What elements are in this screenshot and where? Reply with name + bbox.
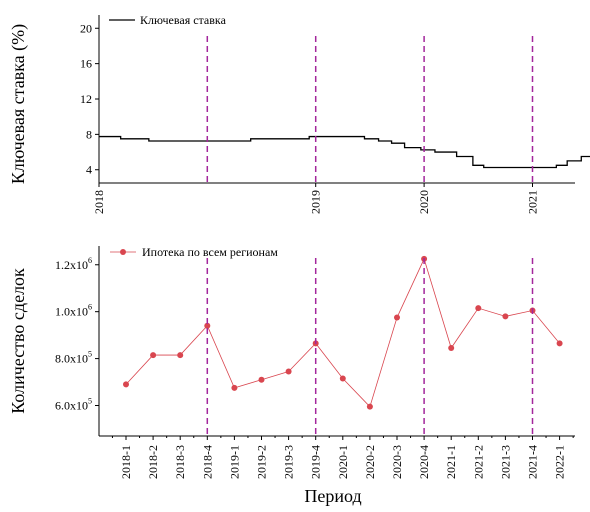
mortgage-points [123,255,563,410]
mortgage-point [556,340,563,347]
mortgage-axes [98,246,575,437]
mortgage-x-tick-label: 2019-4 [309,445,323,479]
mortgage-point [502,313,509,320]
mortgage-x-tick-label: 2020-1 [336,445,350,479]
mortgage-y-ticks: 6.0x105 8.0x105 1.0x106 1.2x106 [55,256,99,413]
mortgage-x-tick-label: 2019-2 [255,445,269,479]
mortgage-point [366,403,373,410]
mortgage-x-tick-label: 2018-1 [119,445,133,479]
mortgage-x-tick-label: 2021-2 [471,445,485,479]
mortgage-x-tick-label: 2019-1 [227,445,241,479]
rate-legend-label: Ключевая ставка [140,13,227,27]
mortgage-point [285,368,292,375]
mortgage-y-tick-label: 6.0x105 [55,397,92,413]
mortgage-x-tick-label: 2018-2 [146,445,160,479]
mortgage-y-label: Количество сделок [8,268,28,414]
rate-y-ticks: 4 8 12 16 20 [80,21,99,177]
rate-y-tick-label: 8 [86,127,92,141]
mortgage-point [475,305,482,312]
mortgage-point [339,375,346,382]
mortgage-point [258,376,265,383]
mortgage-point [150,352,157,359]
rate-x-tick-label: 2019 [309,190,323,214]
mortgage-x-tick-label: 2020-4 [417,445,431,479]
rate-x-tick-label: 2021 [526,190,540,214]
x-axis-label: Период [304,486,361,506]
rate-legend: Ключевая ставка [109,13,227,27]
quarter-markers [206,36,534,436]
mortgage-y-tick-label: 1.0x106 [55,303,92,319]
mortgage-x-tick-label: 2020-3 [390,445,404,479]
mortgage-x-tick-label: 2021-3 [498,445,512,479]
mortgage-legend: Ипотека по всем регионам [110,245,278,259]
rate-axes [98,15,575,184]
rate-y-tick-label: 20 [80,21,92,35]
mortgage-series-line [125,257,560,408]
rate-y-tick-label: 16 [80,57,92,71]
rate-y-tick-label: 12 [80,92,92,106]
rate-x-ticks: 20182019202020212022 [92,183,540,214]
mortgage-legend-marker [120,249,126,255]
rate-step-line [99,135,590,169]
mortgage-x-tick-label: 2020-2 [363,445,377,479]
mortgage-y-tick-label: 8.0x105 [55,350,92,366]
mortgage-point [448,345,455,352]
mortgage-point [231,384,238,391]
mortgage-x-tick-label: 2021-1 [444,445,458,479]
mortgage-point [394,314,400,321]
mortgage-legend-label: Ипотека по всем регионам [142,245,278,259]
mortgage-point [177,352,184,359]
mortgage-point [123,381,129,388]
mortgage-x-tick-label: 2018-4 [200,445,214,479]
mortgage-point [204,322,211,329]
mortgage-x-tick-label: 2019-3 [282,445,296,479]
mortgage-x-tick-label: 2021-4 [526,445,540,479]
rate-x-tick-label: 2020 [417,190,431,214]
mortgage-x-ticks: 2018-1 2018-2 2018-3 2018-4 2019-1 2019-2 2019… [111,436,574,479]
rate-x-tick-label: 2018 [92,190,106,214]
rate-y-tick-label: 4 [86,163,92,177]
mortgage-y-tick-label: 1.2x106 [55,256,92,272]
mortgage-x-tick-label: 2018-3 [173,445,187,479]
rate-y-label: Ключевая ставка (%) [8,24,29,184]
mortgage-x-tick-label: 2022-1 [553,445,567,479]
